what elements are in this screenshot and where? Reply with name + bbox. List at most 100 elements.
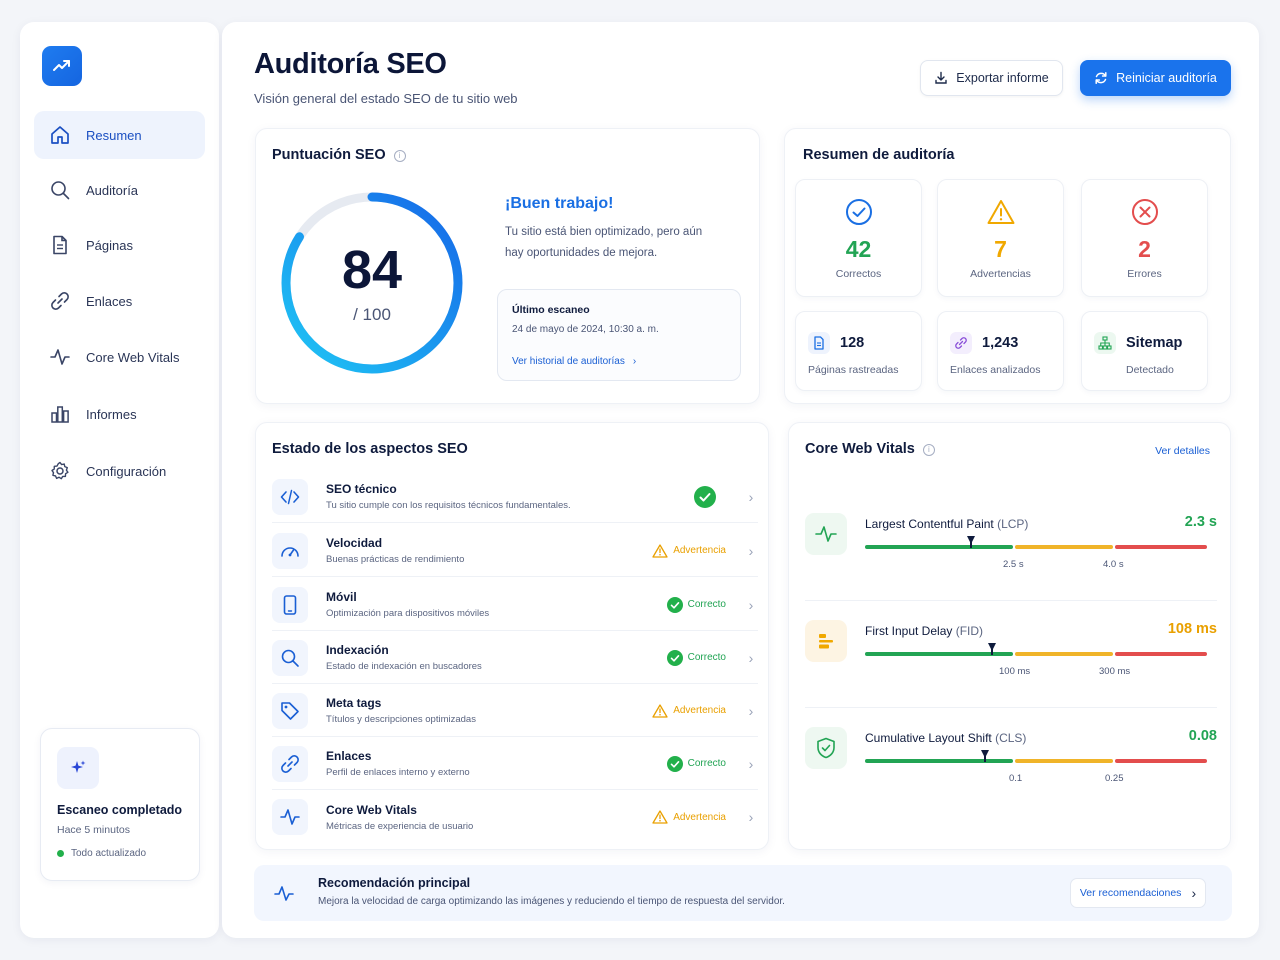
aspect-name: Meta tags [326, 696, 382, 710]
recommendation-desc: Mejora la velocidad de carga optimizando… [318, 896, 785, 907]
warning-count-tile[interactable]: 7 Advertencias [937, 179, 1064, 297]
sidebar-item-label: Core Web Vitals [86, 349, 180, 365]
audit-history-link[interactable]: Ver historial de auditorías › [512, 356, 636, 367]
pulse-icon [272, 799, 308, 835]
status-badge: Advertencia [652, 543, 726, 558]
sitemap-tile[interactable]: Sitemap Detectado [1081, 311, 1208, 391]
status-badge: Advertencia [652, 810, 726, 824]
seo-aspects-card: Estado de los aspectos SEO SEO técnico T… [255, 422, 769, 850]
status-dot [57, 850, 64, 857]
sidebar-item-core-web-vitals[interactable]: Core Web Vitals [34, 333, 205, 381]
sparkle-icon [57, 747, 99, 789]
cwv-metric-cls[interactable]: Cumulative Layout Shift (CLS) 0.08 0.1 0… [805, 711, 1217, 801]
sidebar-item-informes[interactable]: Informes [34, 390, 205, 438]
aspect-row-seo-tecnico[interactable]: SEO técnico Tu sitio cumple con los requ… [272, 471, 758, 523]
error-count-tile[interactable]: 2 Errores [1081, 179, 1208, 297]
score-max: / 100 [353, 305, 391, 324]
link-icon [48, 289, 72, 313]
chevron-right-icon: › [748, 488, 754, 505]
cwv-metric-lcp[interactable]: Largest Contentful Paint (LCP) 2.3 s 2.5… [805, 497, 1217, 587]
sidebar-item-label: Páginas [86, 237, 133, 253]
metric-value: 108 ms [1167, 621, 1217, 637]
cwv-title: Core Web Vitals i [805, 441, 935, 457]
scan-status: Todo actualizado [57, 848, 146, 859]
aspect-row-movil[interactable]: Móvil Optimización para dispositivos móv… [272, 579, 758, 631]
bar-good [865, 652, 1013, 656]
cwv-metric-fid[interactable]: First Input Delay (FID) 108 ms 100 ms 30… [805, 604, 1217, 694]
sidebar-item-configuracion[interactable]: Configuración [34, 447, 205, 495]
aspect-row-velocidad[interactable]: Velocidad Buenas prácticas de rendimient… [272, 525, 758, 577]
view-recommendations-button[interactable]: Ver recomendaciones › [1070, 878, 1206, 908]
scan-status-text: Todo actualizado [71, 848, 147, 859]
page-title: Auditoría SEO [254, 48, 447, 80]
correct-count-tile[interactable]: 42 Correctos [795, 179, 922, 297]
bar-poor [1115, 545, 1207, 549]
threshold-2: 4.0 s [1103, 559, 1124, 570]
sidebar-item-enlaces[interactable]: Enlaces [34, 277, 205, 325]
status-badge: Correcto [666, 596, 726, 613]
code-icon [272, 478, 308, 515]
trend-up-icon [53, 60, 70, 71]
chevron-right-icon: › [632, 356, 637, 367]
sidebar-item-resumen[interactable]: Resumen [34, 111, 205, 159]
shield-check-icon [805, 727, 847, 769]
sidebar-item-auditoria[interactable]: Auditoría [34, 166, 205, 214]
error-count: 2 [1138, 236, 1151, 262]
info-icon[interactable]: i [922, 443, 935, 456]
aspect-desc: Perfil de enlaces interno y externo [326, 767, 470, 778]
aspect-text: SEO técnico Tu sitio cumple con los requ… [326, 482, 694, 511]
error-circle-icon [1082, 198, 1207, 226]
export-report-button[interactable]: Exportar informe [920, 60, 1063, 96]
metric-name: Largest Contentful Paint (LCP) [865, 517, 1028, 531]
refresh-icon [1095, 72, 1107, 84]
metric-abbr: (CLS) [995, 731, 1027, 745]
sitemap-icon [1094, 332, 1116, 354]
page-subtitle: Visión general del estado SEO de tu siti… [254, 91, 518, 106]
restart-audit-button[interactable]: Reiniciar auditoría [1080, 60, 1231, 96]
pages-crawled-tile[interactable]: 128 Páginas rastreadas [795, 311, 922, 391]
links-analyzed-value: 1,243 [982, 335, 1019, 351]
correct-count: 42 [845, 236, 872, 262]
status-text: Advertencia [673, 811, 726, 823]
metric-name-text: Cumulative Layout Shift [865, 731, 992, 745]
check-circle-filled-icon [666, 596, 683, 613]
bar-poor [1115, 652, 1207, 656]
links-analyzed-tile[interactable]: 1,243 Enlaces analizados [937, 311, 1064, 391]
aspect-row-meta-tags[interactable]: Meta tags Títulos y descripciones optimi… [272, 685, 758, 737]
aspect-row-enlaces[interactable]: Enlaces Perfil de enlaces interno y exte… [272, 738, 758, 790]
warning-icon [652, 810, 668, 824]
aspect-name: Enlaces [326, 749, 372, 763]
logo[interactable] [42, 46, 82, 86]
bar-chart-icon [48, 402, 72, 426]
aspect-text: Velocidad Buenas prácticas de rendimient… [326, 536, 652, 565]
sidebar-item-label: Resumen [86, 127, 142, 143]
search-icon [272, 639, 308, 676]
mobile-icon [272, 586, 308, 623]
pages-crawled-value: 128 [840, 335, 865, 351]
metric-marker [967, 536, 976, 544]
scan-status-card: Escaneo completado Hace 5 minutos Todo a… [40, 728, 200, 881]
pulse-icon [48, 345, 72, 369]
chevron-right-icon: › [1191, 885, 1197, 901]
sitemap-value: Sitemap [1126, 335, 1183, 351]
warning-count: 7 [994, 236, 1007, 262]
aspect-row-core-web-vitals[interactable]: Core Web Vitals Métricas de experiencia … [272, 791, 758, 843]
threshold-1: 2.5 s [1003, 559, 1024, 570]
cwv-details-link[interactable]: Ver detalles [1155, 445, 1210, 457]
metric-marker [987, 643, 996, 651]
check-circle-filled-icon [666, 755, 683, 772]
error-label: Errores [1127, 268, 1162, 280]
aspect-row-indexacion[interactable]: Indexación Estado de indexación en busca… [272, 632, 758, 684]
status-badge: Advertencia [652, 703, 726, 718]
seo-score-title-text: Puntuación SEO [272, 147, 386, 163]
chevron-right-icon: › [748, 702, 754, 719]
sidebar-item-paginas[interactable]: Páginas [34, 221, 205, 269]
warning-label: Advertencias [970, 268, 1031, 280]
aspect-text: Indexación Estado de indexación en busca… [326, 643, 667, 672]
divider [805, 600, 1217, 601]
aspect-name: Indexación [326, 643, 389, 657]
last-scan-box: Último escaneo 24 de mayo de 2024, 10:30… [497, 289, 741, 381]
info-icon[interactable]: i [393, 149, 406, 162]
metric-marker-stem [990, 649, 993, 655]
export-label: Exportar informe [956, 71, 1049, 85]
